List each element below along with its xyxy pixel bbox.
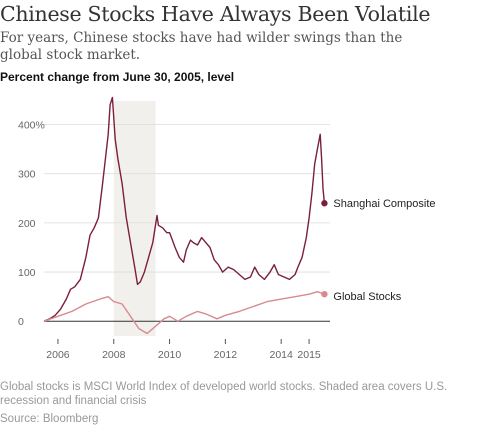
- x-tick-label: 2010: [158, 349, 182, 361]
- y-tick-label: 0: [18, 316, 24, 328]
- series-group: [43, 96, 328, 335]
- footnote: Global stocks is MSCI World Index of dev…: [0, 381, 448, 407]
- x-tick-label: 2014: [269, 349, 293, 361]
- x-axis-ticks: 2006 2008 2010 2012 2014 2015: [46, 339, 321, 361]
- gridlines: [44, 124, 330, 322]
- chart-title: Chinese Stocks Have Always Been Volatile: [0, 2, 431, 26]
- y-tick-label: 300: [18, 169, 36, 181]
- x-tick-label: 2015: [297, 349, 321, 361]
- y-axis-ticks: 0 100 200 300 400%: [18, 120, 45, 329]
- x-tick-label: 2006: [46, 349, 70, 361]
- series-line-shanghai: [43, 96, 326, 322]
- series-label-shanghai: Shanghai Composite: [333, 198, 435, 210]
- y-tick-label: 100: [18, 267, 36, 279]
- x-tick-label: 2012: [214, 349, 238, 361]
- x-tick-label: 2008: [102, 349, 126, 361]
- end-point-global: [321, 290, 328, 298]
- y-axis-label: Percent change from June 30, 2005, level: [0, 70, 235, 84]
- y-tick-label: 400%: [18, 120, 45, 132]
- series-label-global: Global Stocks: [333, 291, 401, 303]
- y-tick-label: 200: [18, 218, 36, 230]
- series-line-global: [43, 291, 325, 335]
- recession-shaded-area: [113, 101, 156, 336]
- source-credit: Source: Bloomberg: [0, 413, 99, 425]
- end-point-shanghai: [321, 200, 328, 207]
- chart-subtitle: For years, Chinese stocks have had wilde…: [0, 30, 403, 63]
